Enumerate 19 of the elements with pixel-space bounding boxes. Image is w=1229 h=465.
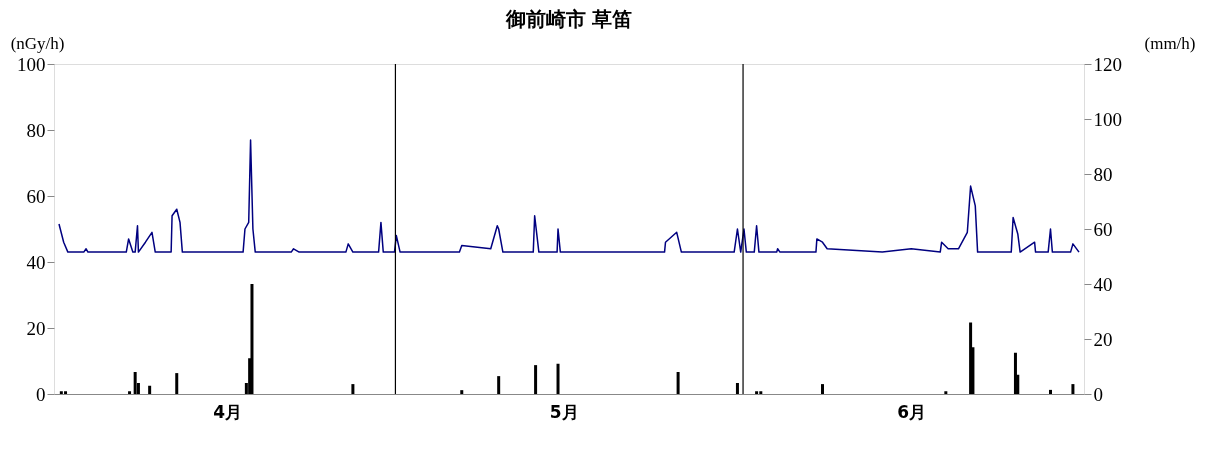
y2-axis-title: (mm/h) [1144, 33, 1196, 53]
x-tick-label: 5月 [549, 401, 579, 422]
y2-tick-label: 60 [1093, 218, 1113, 240]
y2-tick-label: 20 [1093, 328, 1113, 350]
x-tick-label: 4月 [213, 401, 243, 422]
y-tick-label: 60 [26, 185, 46, 207]
chart-title: 御前崎市 草笛 [504, 7, 633, 31]
y-tick-label: 0 [36, 383, 46, 405]
y2-tick-label: 40 [1093, 273, 1113, 295]
y-axis-title: (nGy/h) [10, 33, 65, 53]
y-tick-label: 40 [26, 251, 46, 273]
y-tick-label: 100 [17, 53, 46, 75]
y2-tick-label: 120 [1093, 53, 1122, 75]
x-tick-label: 6月 [897, 401, 927, 422]
y-tick-label: 20 [26, 317, 46, 339]
y2-tick-label: 100 [1093, 108, 1122, 130]
y2-tick-label: 80 [1093, 163, 1113, 185]
y2-tick-label: 0 [1093, 383, 1103, 405]
y-tick-label: 80 [26, 119, 46, 141]
